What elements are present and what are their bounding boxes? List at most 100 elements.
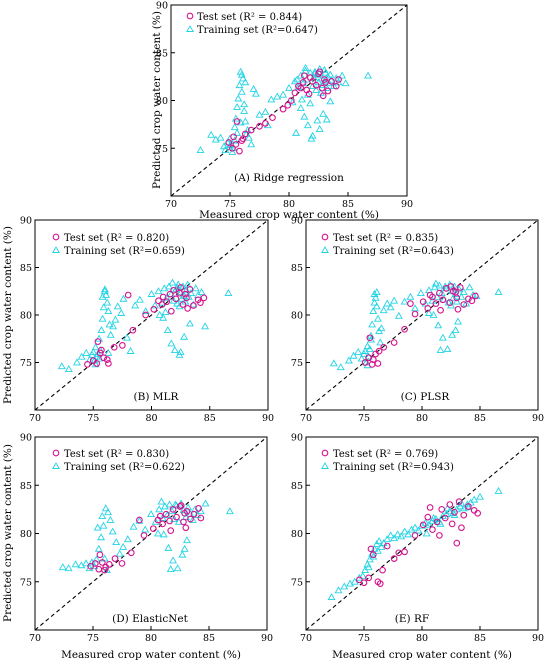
test-point	[105, 561, 113, 568]
training-point	[123, 535, 132, 543]
training-point	[307, 134, 316, 142]
training-point	[428, 296, 437, 304]
training-point	[95, 334, 104, 342]
training-point	[379, 539, 388, 546]
test-point	[424, 513, 432, 521]
test-point	[150, 305, 158, 313]
training-point	[230, 123, 239, 131]
training-point	[167, 339, 176, 347]
test-point	[447, 283, 455, 290]
training-point	[464, 503, 473, 511]
training-point	[249, 84, 258, 92]
training-point	[161, 308, 170, 315]
training-point	[99, 303, 108, 311]
training-point	[292, 128, 301, 136]
training-point	[364, 563, 373, 571]
training-point	[126, 346, 135, 354]
training-point	[106, 515, 115, 523]
test-point	[269, 114, 276, 122]
training-point	[400, 527, 409, 535]
panel-e: 70 75 80 85 90 75 80 85 90 Test set (R² = 0.769)…	[291, 433, 544, 662]
training-point	[369, 552, 378, 560]
test-point	[312, 81, 320, 89]
test-point	[149, 525, 157, 533]
test-point	[87, 562, 95, 570]
training-point	[151, 301, 159, 309]
training-point	[164, 543, 173, 551]
test-point	[426, 291, 434, 299]
panel-c: 70 75 80 85 90 75 80 85 90 Test set (R² = 0.835)…	[291, 216, 544, 425]
test-point	[453, 539, 461, 547]
training-point	[231, 114, 240, 122]
test-point	[101, 566, 108, 574]
training-point	[57, 362, 66, 370]
training-point	[168, 278, 177, 286]
training-point	[64, 365, 73, 372]
y-tick-label: 90	[291, 216, 303, 227]
test-point	[170, 286, 177, 294]
test-point	[247, 126, 255, 134]
x-tick-label: 70	[29, 633, 41, 644]
y-tick-label: 85	[291, 263, 303, 274]
training-point	[329, 359, 338, 367]
training-point	[216, 133, 225, 141]
test-point	[239, 135, 247, 143]
legend-training-label: Training set (R²=0.622)	[64, 462, 185, 473]
training-point	[169, 296, 178, 304]
training-point	[296, 104, 305, 111]
plot-marks: 70 75 80 85 90 75 80 85 90	[291, 216, 544, 425]
test-point	[91, 560, 99, 567]
training-point	[349, 351, 358, 359]
training-point	[411, 523, 420, 531]
training-point	[77, 352, 86, 360]
training-point	[404, 530, 413, 538]
test-point	[407, 300, 414, 307]
training-point	[263, 121, 272, 129]
y-tick-label: 75	[20, 577, 32, 588]
test-point	[288, 97, 295, 104]
test-point	[401, 548, 408, 556]
legend-test-marker	[321, 449, 329, 457]
test-point	[159, 520, 166, 528]
training-point	[188, 515, 197, 523]
training-point	[176, 347, 185, 355]
training-point	[241, 78, 250, 86]
legend-training-marker	[321, 462, 329, 469]
legend-training-marker	[52, 462, 60, 469]
training-point	[104, 508, 113, 516]
test-point	[136, 516, 143, 524]
training-point	[448, 330, 457, 338]
training-point	[162, 293, 171, 301]
test-point	[225, 139, 233, 146]
test-point	[446, 501, 454, 508]
test-point	[419, 298, 427, 306]
training-point	[104, 348, 113, 356]
training-point	[135, 295, 144, 303]
y-axis-title: Predicted crop water content (%)	[2, 226, 14, 404]
y-tick-label: 90	[20, 216, 32, 227]
plot-marks: 70 75 80 85 90 75 80 85 90	[20, 433, 273, 645]
test-point	[167, 527, 175, 534]
test-point	[177, 502, 185, 509]
training-point	[196, 146, 205, 154]
training-point	[93, 523, 102, 531]
legend-training-label: Training set (R²=0.659)	[64, 246, 185, 257]
test-point	[436, 289, 443, 297]
training-point	[406, 292, 415, 300]
training-point	[308, 82, 317, 90]
training-point	[386, 531, 395, 539]
test-point	[429, 526, 436, 533]
test-point	[181, 509, 188, 517]
training-point	[372, 302, 381, 310]
training-point	[180, 544, 189, 552]
x-tick-label: 75	[224, 199, 236, 210]
test-point	[369, 356, 377, 364]
training-point	[82, 348, 91, 356]
training-point	[170, 514, 179, 522]
training-point	[453, 317, 462, 325]
training-point	[173, 283, 182, 291]
test-point	[332, 82, 340, 90]
test-point	[426, 504, 434, 511]
identity-line	[34, 219, 269, 411]
